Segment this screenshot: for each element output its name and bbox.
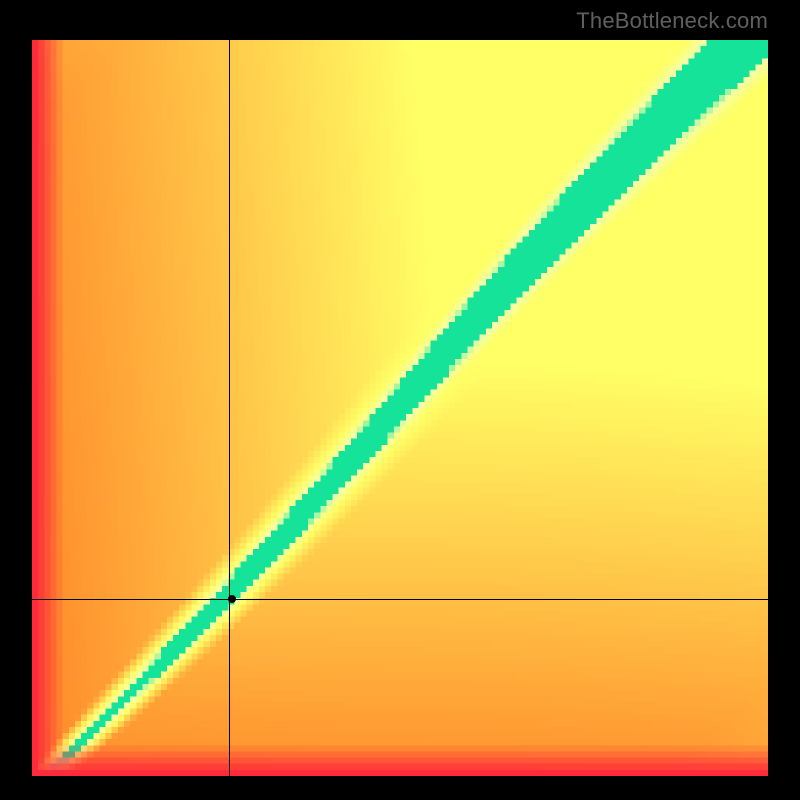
data-point-marker <box>228 595 236 603</box>
heatmap-canvas <box>32 40 768 776</box>
crosshair-horizontal <box>32 599 768 600</box>
chart-container: TheBottleneck.com <box>0 0 800 800</box>
crosshair-vertical <box>229 40 230 776</box>
plot-area <box>32 40 768 776</box>
attribution-text: TheBottleneck.com <box>576 8 768 34</box>
